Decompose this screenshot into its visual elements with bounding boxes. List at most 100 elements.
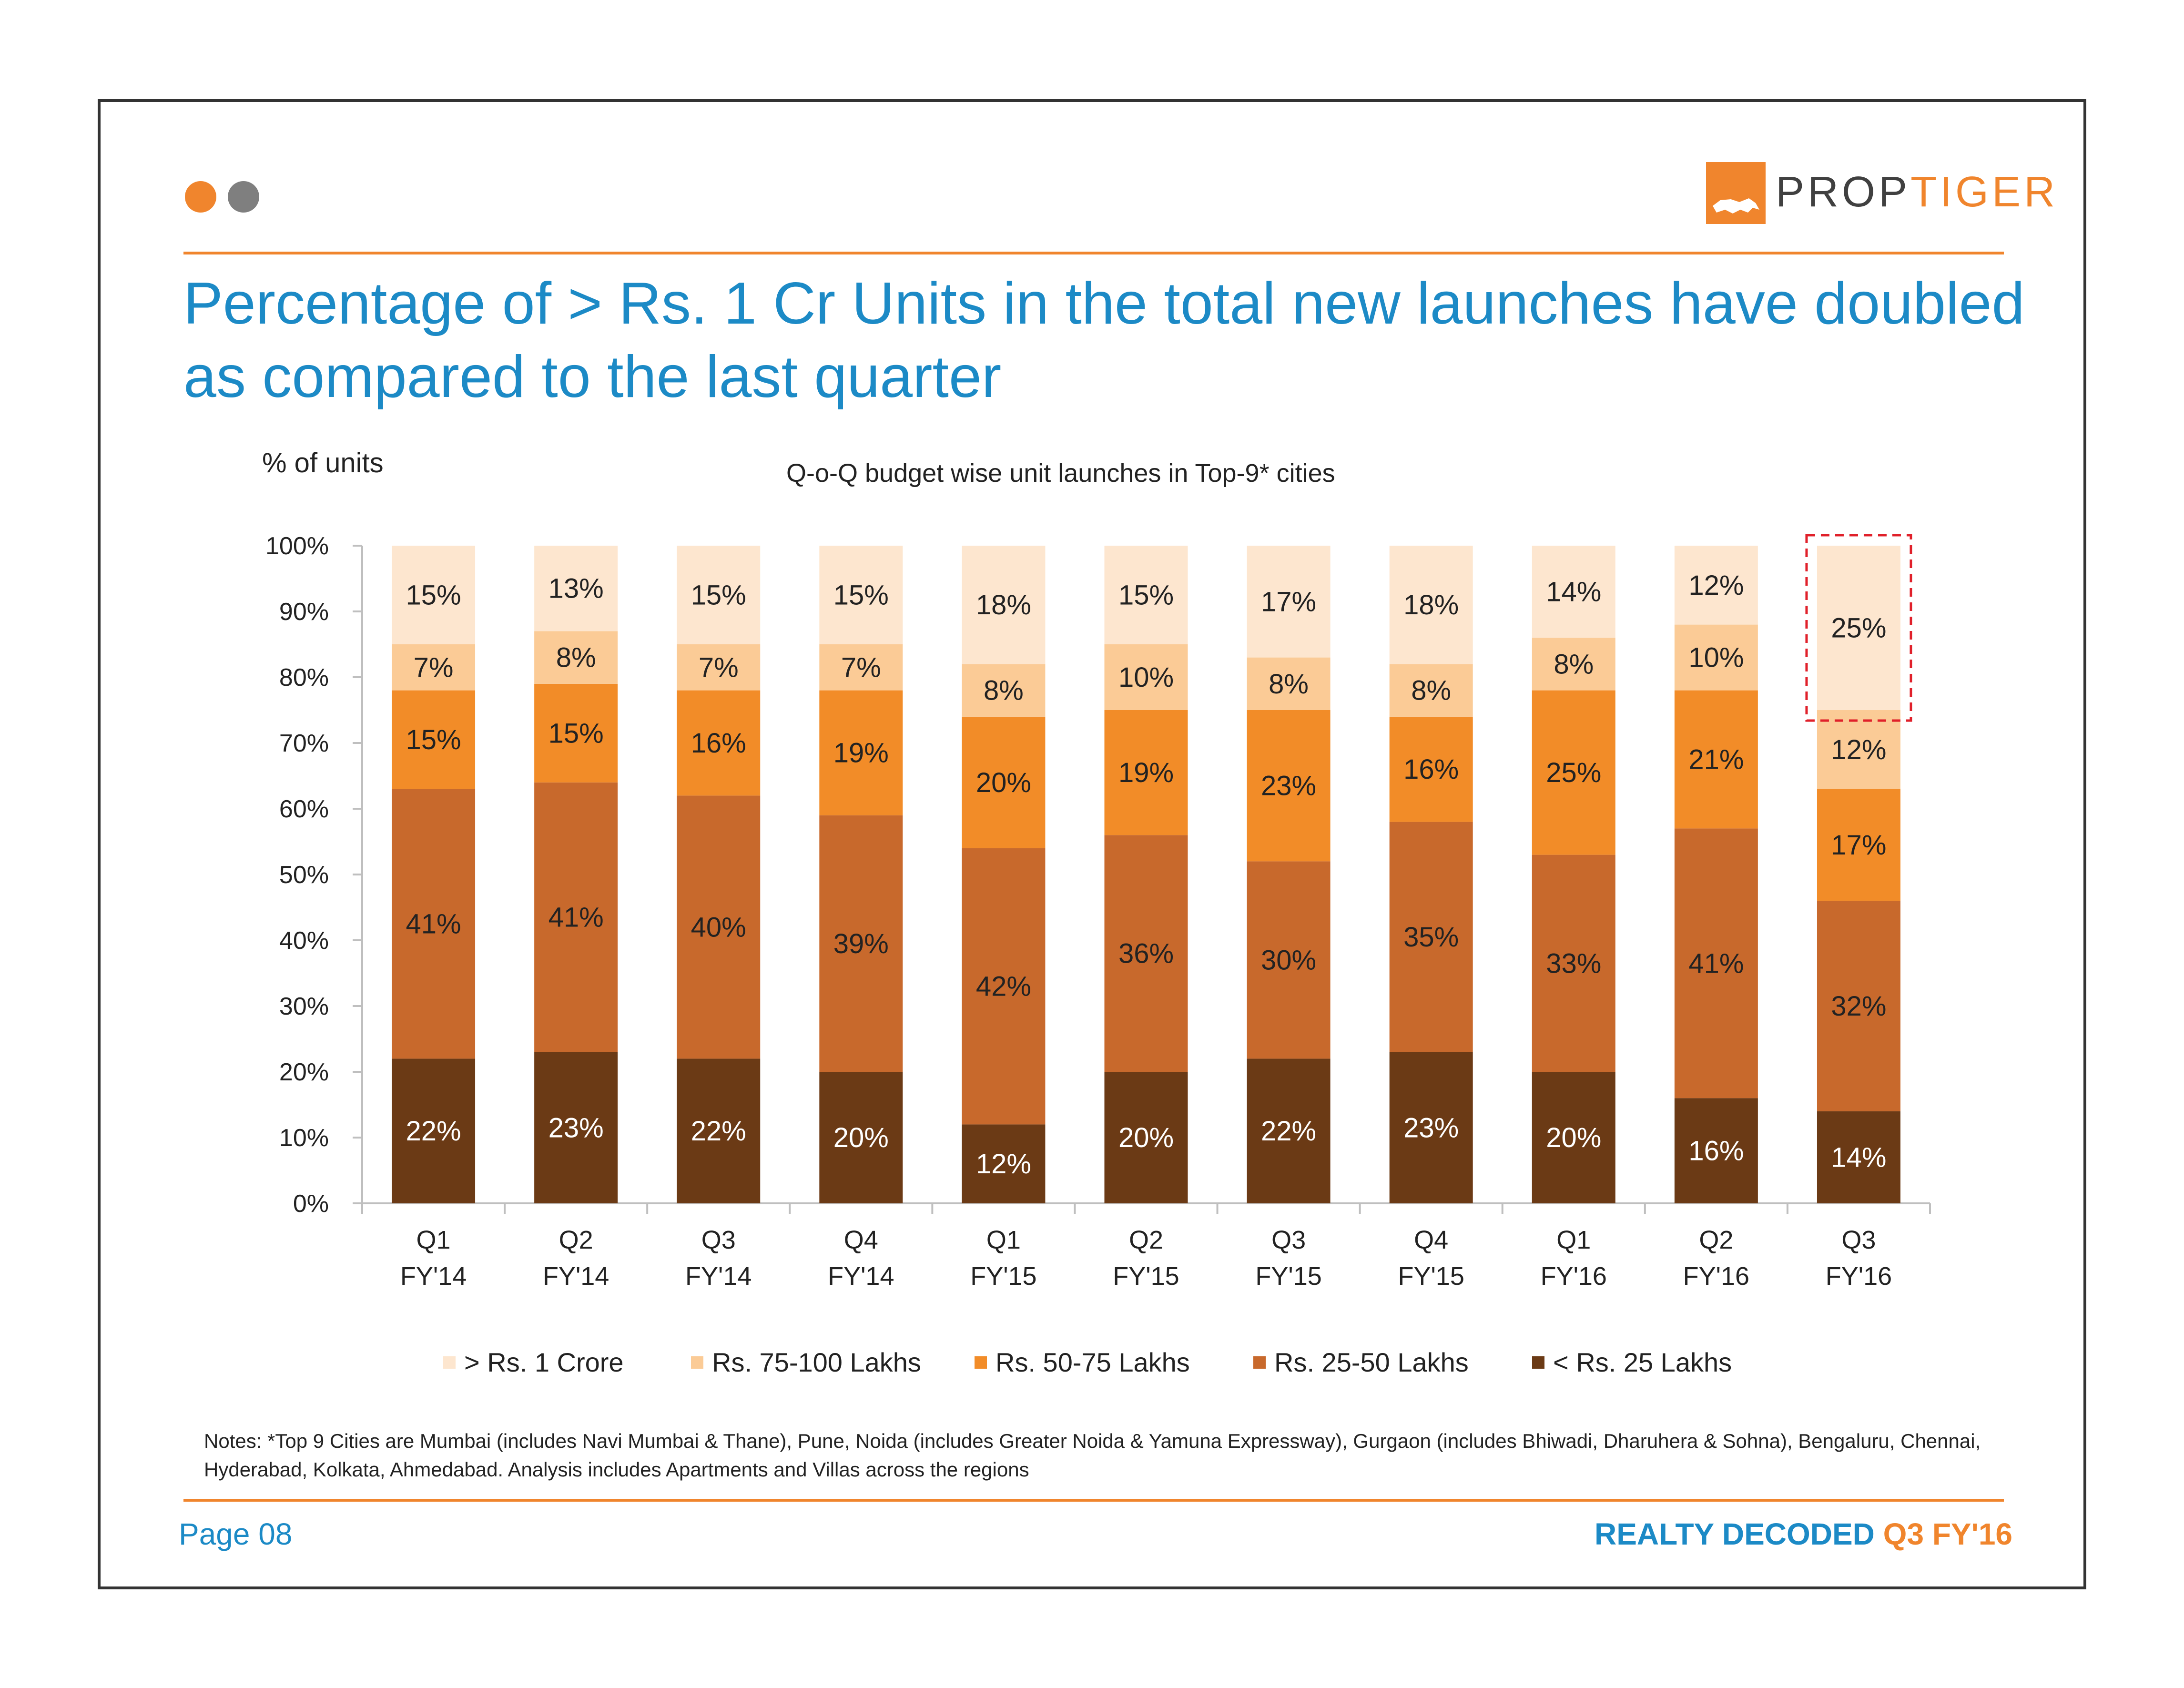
- bar-segment: [534, 782, 618, 1052]
- legend-swatch: [1532, 1356, 1544, 1369]
- bar-segment: [1104, 835, 1188, 1072]
- bar-segment: [1389, 546, 1473, 664]
- x-tick-label: Q2: [1699, 1226, 1733, 1254]
- bar-segment: [677, 795, 761, 1059]
- data-label: 41%: [549, 902, 604, 933]
- bar-segment: [962, 664, 1046, 717]
- data-label: 8%: [1269, 669, 1309, 700]
- legend-item: < Rs. 25 Lakhs: [1532, 1347, 1732, 1378]
- y-tick-label: 30%: [279, 993, 329, 1020]
- bar-segment: [1247, 1058, 1331, 1203]
- data-label: 21%: [1688, 744, 1744, 775]
- data-label: 10%: [1118, 662, 1174, 693]
- data-label: 8%: [984, 675, 1024, 706]
- legend-swatch: [975, 1356, 987, 1369]
- y-tick-label: 40%: [279, 927, 329, 955]
- bar-segment: [1674, 1098, 1758, 1203]
- legend-label: Rs. 50-75 Lakhs: [995, 1347, 1190, 1377]
- data-label: 13%: [549, 573, 604, 604]
- data-label: 16%: [1688, 1136, 1744, 1167]
- bar-segment: [1674, 828, 1758, 1098]
- chart-legend: > Rs. 1 Crore Rs. 75-100 Lakhs Rs. 50-75 L…: [0, 1347, 2184, 1385]
- bar-segment: [534, 631, 618, 684]
- bar-segment: [1532, 546, 1615, 638]
- x-tick-label: FY'16: [1826, 1262, 1892, 1291]
- logo-text-prop: PROP: [1776, 168, 1911, 216]
- bar-segment: [962, 546, 1046, 664]
- data-label: 8%: [556, 642, 596, 673]
- legend-item: Rs. 75-100 Lakhs: [691, 1347, 921, 1378]
- legend-swatch: [1253, 1356, 1266, 1369]
- legend-swatch: [691, 1356, 703, 1369]
- bar-segment: [1532, 638, 1615, 691]
- x-tick-label: FY'16: [1541, 1262, 1607, 1291]
- bar-segment: [962, 848, 1046, 1125]
- y-tick-label: 60%: [279, 795, 329, 823]
- data-label: 15%: [691, 580, 746, 611]
- data-label: 41%: [406, 909, 461, 940]
- x-tick-label: Q2: [1129, 1226, 1163, 1254]
- legend-label: Rs. 25-50 Lakhs: [1274, 1347, 1469, 1377]
- legend-label: Rs. 75-100 Lakhs: [712, 1347, 921, 1377]
- bar-segment: [1817, 710, 1900, 789]
- bar-segment: [1247, 710, 1331, 862]
- data-label: 15%: [1118, 580, 1174, 611]
- data-label: 39%: [833, 928, 889, 959]
- bar-segment: [1247, 657, 1331, 710]
- bar-segment: [1247, 546, 1331, 658]
- data-label: 40%: [691, 912, 746, 943]
- grey-dot-icon: [228, 181, 259, 213]
- x-tick-label: Q1: [416, 1226, 451, 1254]
- bar-segment: [1389, 716, 1473, 822]
- data-label: 23%: [549, 1112, 604, 1143]
- bar-segment: [1104, 1072, 1188, 1203]
- x-tick-label: Q1: [986, 1226, 1021, 1254]
- slide-frame: [98, 99, 2086, 1589]
- data-label: 22%: [1261, 1116, 1316, 1147]
- data-label: 17%: [1261, 586, 1316, 617]
- data-label: 25%: [1546, 757, 1601, 788]
- tiger-logo-graphic: [1713, 198, 1759, 214]
- x-tick-label: FY'14: [400, 1262, 467, 1291]
- legend-label: < Rs. 25 Lakhs: [1553, 1347, 1732, 1377]
- chart-title: Q-o-Q budget wise unit launches in Top-9…: [786, 459, 1335, 488]
- data-label: 16%: [1403, 754, 1459, 785]
- data-label: 20%: [1118, 1122, 1174, 1153]
- page-title: Percentage of > Rs. 1 Cr Units in the to…: [183, 271, 2025, 410]
- x-tick-label: FY'15: [1398, 1262, 1464, 1291]
- bar-segment: [534, 683, 618, 783]
- data-label: 8%: [1411, 675, 1451, 706]
- x-tick-label: Q4: [844, 1226, 878, 1254]
- bar-segment: [1104, 710, 1188, 835]
- footer-brand: REALTY DECODED Q3 FY'16: [1595, 1516, 2012, 1552]
- x-tick-label: FY'14: [828, 1262, 894, 1291]
- data-label: 25%: [1831, 613, 1886, 644]
- data-label: 19%: [833, 738, 889, 769]
- y-tick-label: 100%: [265, 532, 329, 560]
- data-label: 18%: [1403, 590, 1459, 620]
- bar-segment: [819, 644, 903, 691]
- bar-segment: [819, 1072, 903, 1203]
- units-label: % of units: [262, 447, 384, 478]
- footer-divider: [183, 1499, 2004, 1502]
- x-tick-label: Q1: [1556, 1226, 1591, 1254]
- notes-text: Notes: *Top 9 Cities are Mumbai (include…: [204, 1430, 1981, 1481]
- data-label: 15%: [549, 718, 604, 749]
- orange-dot-icon: [185, 181, 216, 213]
- data-label: 22%: [406, 1116, 461, 1147]
- bar-segment: [962, 1124, 1046, 1203]
- data-label: 7%: [699, 652, 739, 683]
- x-tick-label: FY'14: [685, 1262, 752, 1291]
- data-label: 15%: [406, 724, 461, 755]
- x-tick-label: FY'15: [1113, 1262, 1179, 1291]
- x-tick-label: FY'15: [1255, 1262, 1321, 1291]
- data-label: 18%: [976, 590, 1031, 620]
- data-label: 15%: [406, 580, 461, 611]
- bar-segment: [1674, 546, 1758, 625]
- tiger-icon: [1706, 162, 1766, 224]
- y-tick-label: 50%: [279, 861, 329, 889]
- bar-segment: [1817, 1111, 1900, 1203]
- bar-segment: [392, 1058, 476, 1203]
- legend-label: > Rs. 1 Crore: [464, 1347, 624, 1377]
- data-label: 10%: [1688, 642, 1744, 673]
